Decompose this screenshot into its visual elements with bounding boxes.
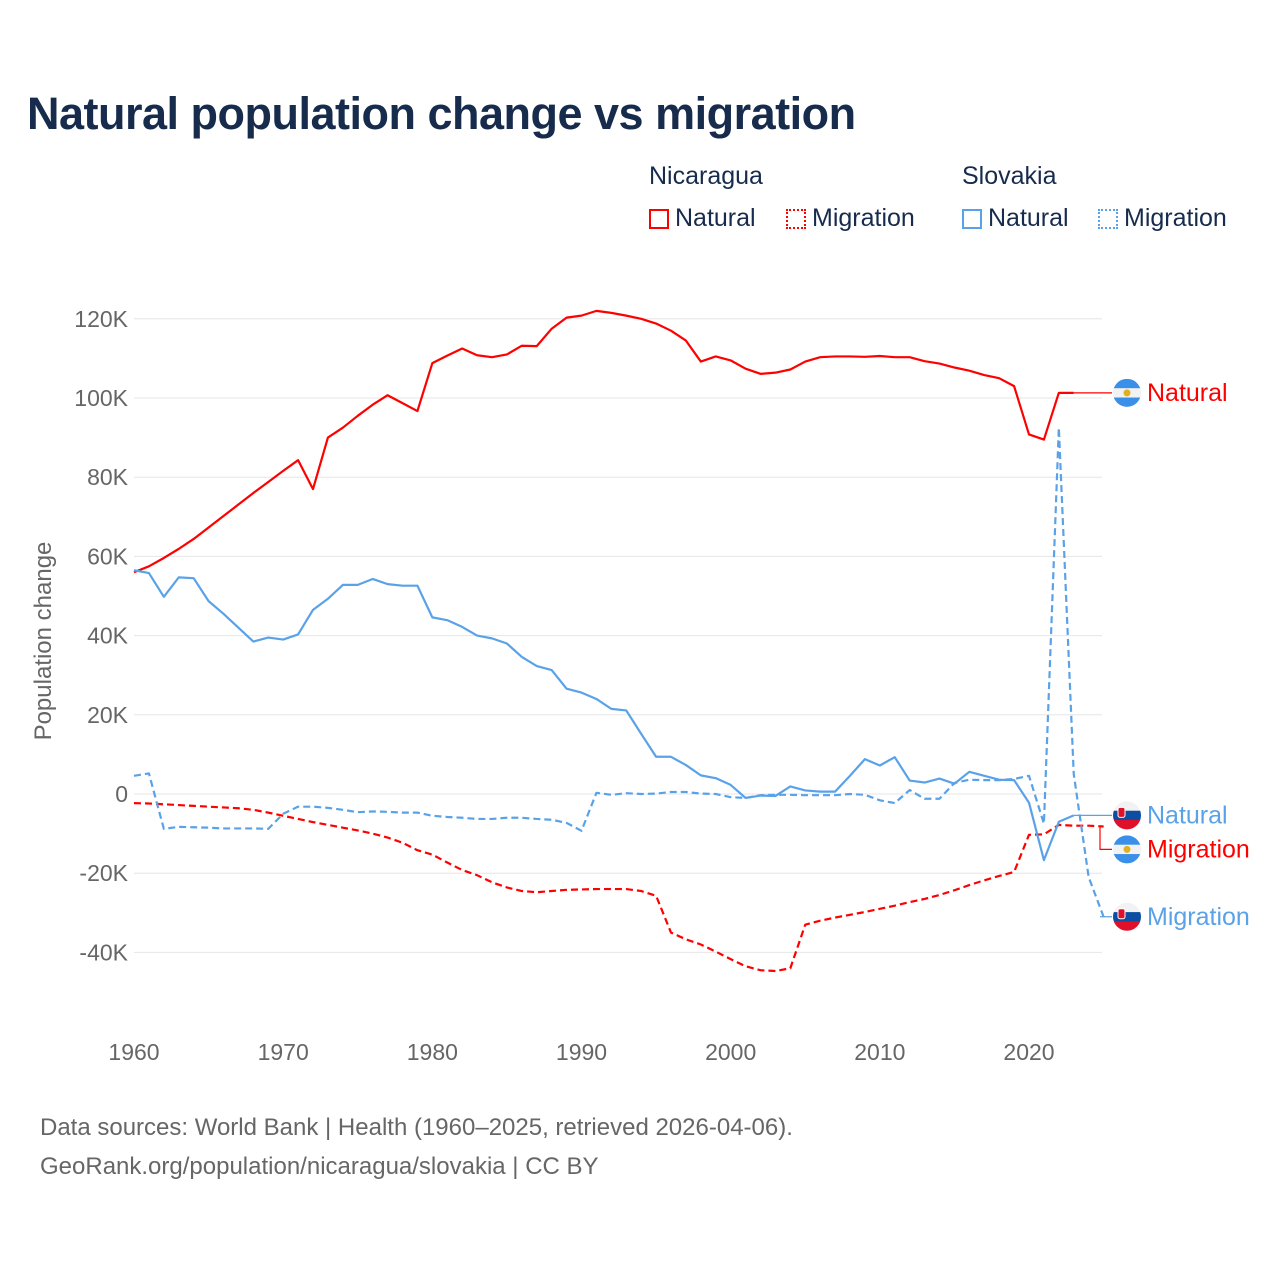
end-label: Migration <box>1147 903 1250 931</box>
flag-stripe <box>1113 820 1141 830</box>
dotted-swatch-icon <box>1098 208 1118 229</box>
x-tick-label: 1970 <box>258 1039 309 1065</box>
x-tick-label: 2020 <box>1003 1039 1054 1065</box>
slovakia-flag-icon <box>1113 801 1141 830</box>
legend-slovakia-migration[interactable]: Migration <box>1098 204 1227 233</box>
flag-stripe <box>1113 854 1141 864</box>
series-line-slovakia-migration <box>133 426 1105 918</box>
x-tick-label: 1990 <box>556 1039 607 1065</box>
label-connector <box>1099 825 1112 850</box>
slovakia-flag-icon <box>1113 902 1141 931</box>
y-tick-label: 80K <box>87 464 129 490</box>
flag-emblem <box>1123 845 1131 853</box>
flag-stripe <box>1113 912 1141 922</box>
x-tick-label: 1980 <box>407 1039 458 1065</box>
legend-slovakia-natural[interactable]: Natural <box>962 204 1069 233</box>
flag-emblem <box>1123 389 1131 397</box>
flag-stripe <box>1113 397 1141 407</box>
source-note: Data sources: World Bank | Health (1960–… <box>40 1108 793 1186</box>
end-label: Natural <box>1147 379 1228 407</box>
y-tick-label: 0 <box>115 781 128 807</box>
dotted-swatch-icon <box>786 208 806 229</box>
y-tick-label: 60K <box>87 543 129 569</box>
series-line-slovakia-natural <box>133 569 1075 862</box>
source-line: Data sources: World Bank | Health (1960–… <box>40 1114 793 1141</box>
x-tick-label: 2010 <box>854 1039 905 1065</box>
flag-stripe <box>1113 810 1141 821</box>
y-tick-label: -40K <box>79 939 128 965</box>
legend-label: Natural <box>675 204 756 232</box>
y-tick-label: 40K <box>87 623 129 649</box>
flag-stripe <box>1113 921 1141 931</box>
y-tick-label: 100K <box>74 385 128 411</box>
flag-emblem <box>1117 806 1126 818</box>
flag-stripe <box>1113 378 1141 389</box>
nicaragua-flag-icon <box>1113 835 1141 864</box>
x-tick-label: 1960 <box>108 1039 159 1065</box>
end-label: Natural <box>1147 801 1228 829</box>
y-tick-label: -20K <box>79 860 128 886</box>
series-line-nicaragua-natural <box>133 309 1074 574</box>
chart-title: Natural population change vs migration <box>27 88 856 139</box>
legend-nicaragua-natural[interactable]: Natural <box>649 204 756 233</box>
legend-label: Migration <box>1124 204 1227 232</box>
y-axis-label: Population change <box>30 542 57 741</box>
legend-label: Natural <box>988 204 1069 232</box>
legend-group-slovakia: Slovakia <box>962 162 1057 190</box>
y-tick-label: 120K <box>74 306 128 332</box>
legend-group-nicaragua: Nicaragua <box>649 162 763 190</box>
flag-stripe <box>1113 801 1141 812</box>
flag-stripe <box>1113 835 1141 846</box>
legend-label: Migration <box>812 204 915 232</box>
flag-stripe <box>1113 902 1141 913</box>
nicaragua-flag-icon <box>1113 378 1141 407</box>
legend-nicaragua-migration[interactable]: Migration <box>786 204 915 233</box>
end-label: Migration <box>1147 835 1250 863</box>
solid-swatch-icon <box>962 208 982 229</box>
series-line-nicaragua-migration <box>133 802 1104 973</box>
x-tick-label: 2000 <box>705 1039 756 1065</box>
flag-emblem <box>1117 908 1126 920</box>
y-tick-label: 20K <box>87 702 129 728</box>
solid-swatch-icon <box>649 208 669 229</box>
source-link[interactable]: GeoRank.org/population/nicaragua/slovaki… <box>40 1153 599 1180</box>
